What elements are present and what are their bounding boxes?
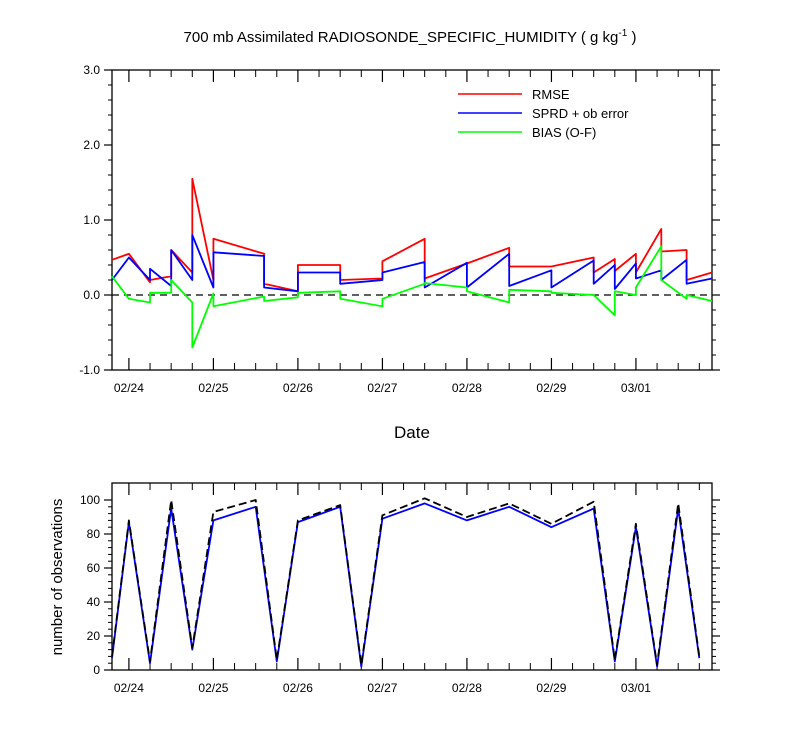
bottom-chart: 02/24 02/25 02/26 02/27 02/28 02/29 03/01 0 20 40… xyxy=(49,482,720,695)
top-xtick-label: 02/24 xyxy=(114,381,144,395)
bottom-ytick-label: 40 xyxy=(87,595,101,609)
top-axis-ticks: 02/24 02/25 02/26 02/27 02/28 02/29 03/01 -1.0 0… xyxy=(79,63,720,395)
bottom-plot-frame xyxy=(111,482,713,671)
x-axis-label: Date xyxy=(394,423,430,442)
top-ytick-label: 2.0 xyxy=(83,138,100,152)
top-series-sprd-ob-error xyxy=(111,234,713,293)
y-axis-label-observations: number of observations xyxy=(49,499,66,656)
top-xtick-label: 02/27 xyxy=(367,381,397,395)
top-series-group xyxy=(111,177,713,349)
top-series-bias-o-f xyxy=(111,245,713,349)
bottom-xtick-label: 02/24 xyxy=(114,681,144,695)
bottom-ytick-label: 100 xyxy=(80,493,100,507)
chart-title: 700 mb Assimilated RADIOSONDE_SPECIFIC_H… xyxy=(184,28,637,46)
top-chart: 700 mb Assimilated RADIOSONDE_SPECIFIC_H… xyxy=(79,28,720,442)
chart-title-main: 700 mb Assimilated RADIOSONDE_SPECIFIC_H… xyxy=(184,29,619,46)
bottom-xtick-label: 02/29 xyxy=(536,681,566,695)
chart-title-exponent: -1 xyxy=(618,28,627,39)
top-xtick-label: 02/28 xyxy=(452,381,482,395)
bottom-xtick-label: 02/28 xyxy=(452,681,482,695)
chart-title-suffix: ) xyxy=(627,29,636,46)
top-xtick-label: 02/25 xyxy=(198,381,228,395)
bottom-series-group xyxy=(111,497,701,668)
bottom-xtick-label: 02/26 xyxy=(283,681,313,695)
bottom-ytick-label: 20 xyxy=(87,629,101,643)
bottom-xtick-label: 02/27 xyxy=(367,681,397,695)
legend-label-rmse: RMSE xyxy=(532,87,570,102)
bottom-axis-ticks: 02/24 02/25 02/26 02/27 02/28 02/29 03/01 0 20 40… xyxy=(80,483,720,695)
top-xtick-label: 02/26 xyxy=(283,381,313,395)
top-ytick-label: 3.0 xyxy=(83,63,100,77)
top-xtick-label: 02/29 xyxy=(536,381,566,395)
bottom-series-possible xyxy=(111,497,701,666)
legend-label-sprd: SPRD + ob error xyxy=(532,106,629,121)
bottom-xtick-label: 02/25 xyxy=(198,681,228,695)
bottom-xtick-label: 03/01 xyxy=(621,681,651,695)
bottom-series-used xyxy=(111,502,701,668)
bottom-ytick-label: 80 xyxy=(87,527,101,541)
top-ytick-label: 0.0 xyxy=(83,288,100,302)
top-ytick-label: 1.0 xyxy=(83,213,100,227)
legend-label-bias: BIAS (O-F) xyxy=(532,125,596,140)
bottom-ytick-label: 60 xyxy=(87,561,101,575)
top-xtick-label: 03/01 xyxy=(621,381,651,395)
top-series-rmse xyxy=(111,177,713,293)
legend: RMSE SPRD + ob error BIAS (O-F) xyxy=(458,87,629,140)
top-ytick-label: -1.0 xyxy=(79,363,100,377)
bottom-ytick-label: 0 xyxy=(93,663,100,677)
